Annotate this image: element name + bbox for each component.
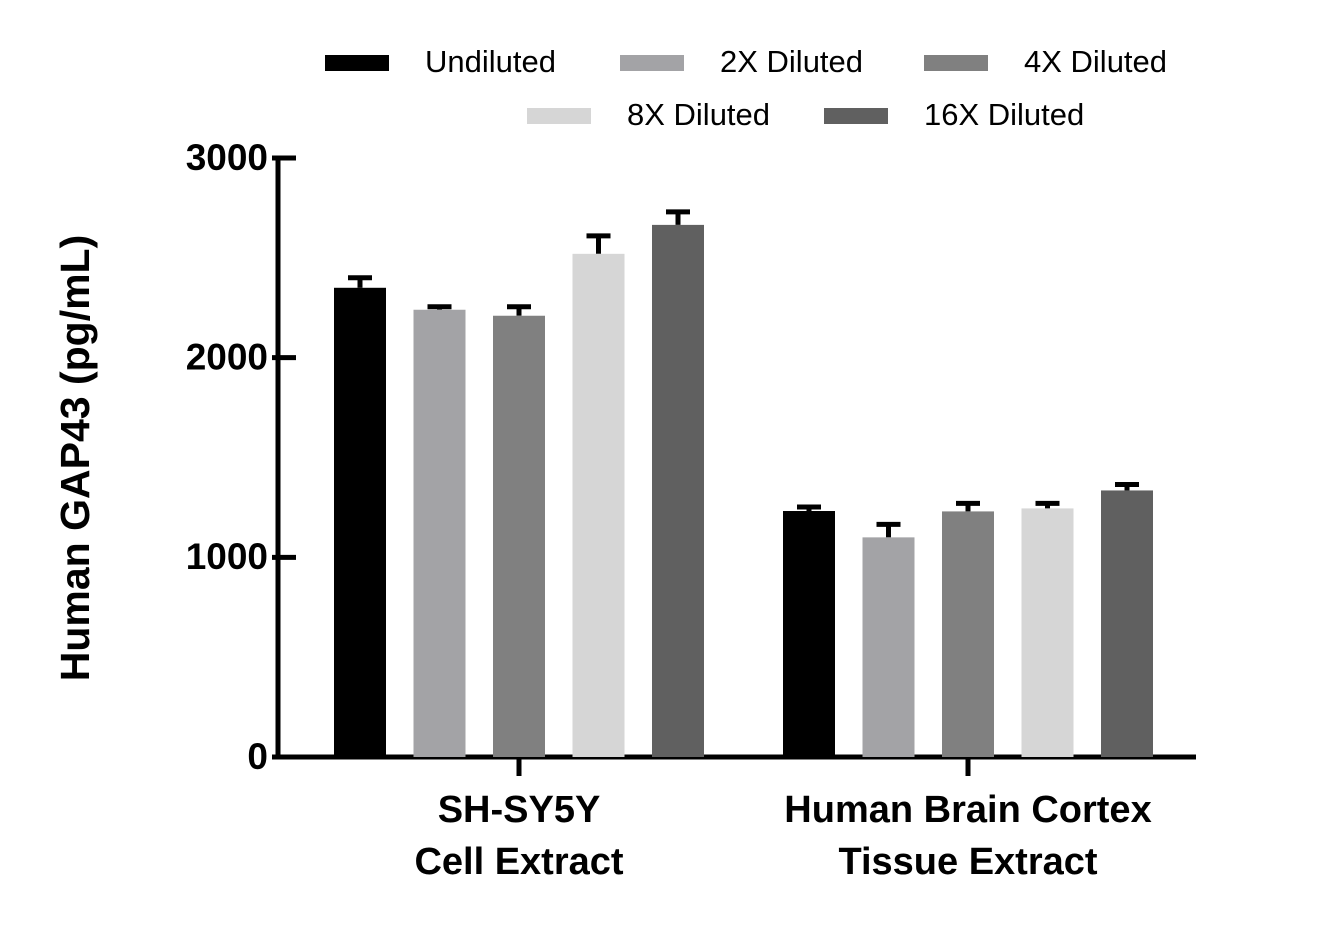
- x-tick-label: Cell Extract: [414, 841, 623, 883]
- bar: [572, 253, 625, 757]
- legend-swatch: [924, 55, 988, 71]
- bar: [942, 511, 994, 757]
- y-tick-label: 2000: [186, 336, 268, 377]
- bar: [334, 287, 386, 757]
- legend-label: 2X Diluted: [720, 44, 863, 79]
- x-tick-label: SH-SY5Y: [438, 789, 601, 831]
- bar: [783, 511, 835, 757]
- x-tick-label: Tissue Extract: [838, 841, 1097, 883]
- legend-swatch: [620, 55, 684, 71]
- bar: [652, 224, 704, 758]
- legend-swatch: [824, 108, 888, 124]
- bar: [413, 309, 466, 757]
- bar: [1021, 508, 1074, 757]
- y-axis-label: Human GAP43 (pg/mL): [52, 235, 98, 681]
- legend-swatch: [325, 55, 389, 71]
- y-tick-label: 3000: [186, 137, 268, 178]
- legend-label: Undiluted: [425, 44, 556, 79]
- x-tick-label: Human Brain Cortex: [784, 789, 1151, 831]
- legend-label: 8X Diluted: [627, 97, 770, 132]
- bar: [1101, 490, 1153, 757]
- bar: [493, 315, 545, 757]
- legend-label: 4X Diluted: [1024, 44, 1167, 79]
- y-tick-label: 0: [247, 736, 268, 777]
- legend-swatch: [527, 108, 591, 124]
- y-tick-label: 1000: [186, 536, 268, 577]
- bar: [862, 537, 915, 757]
- legend-label: 16X Diluted: [924, 97, 1084, 132]
